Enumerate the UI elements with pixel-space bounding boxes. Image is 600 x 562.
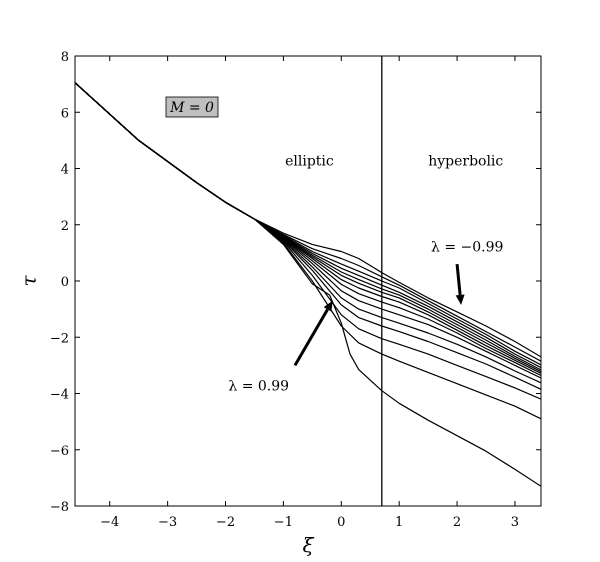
y-tick-label: −4 xyxy=(50,388,69,403)
x-tick-label: −4 xyxy=(100,515,119,530)
series-line-6 xyxy=(75,82,541,373)
x-tick-label: −3 xyxy=(158,515,177,530)
annotation-label-1: λ = −0.99 xyxy=(431,239,503,255)
y-tick-label: 6 xyxy=(61,106,69,121)
boxed-label: M = 0 xyxy=(165,96,219,118)
x-tick-label: 3 xyxy=(511,515,519,530)
series-lines xyxy=(75,82,541,487)
series-line-2 xyxy=(75,82,541,362)
x-axis-label: ξ xyxy=(302,533,314,557)
series-line-3 xyxy=(75,82,541,366)
y-tick-label: 4 xyxy=(61,163,69,178)
region-label-hyperbolic: hyperbolic xyxy=(428,154,503,170)
y-tick-label: −6 xyxy=(50,444,69,459)
annotations: λ = −0.99 λ = 0.99 xyxy=(228,239,503,394)
series-line-14 xyxy=(75,82,541,487)
y-tick-label: 8 xyxy=(61,50,69,65)
x-tick-label: 0 xyxy=(337,515,345,530)
series-line-4 xyxy=(75,82,541,369)
y-tick-label: −2 xyxy=(50,331,69,346)
x-axis-ticks: −4 −3 −2 −1 0 1 2 3 xyxy=(100,56,519,530)
boxed-label-background xyxy=(165,96,219,118)
y-axis-label: τ xyxy=(17,275,41,287)
y-axis-ticks: −8 −6 −4 −2 0 2 4 6 8 xyxy=(50,50,541,515)
region-label-elliptic: elliptic xyxy=(285,154,334,170)
x-tick-label: 2 xyxy=(453,515,461,530)
x-tick-label: −2 xyxy=(216,515,235,530)
x-tick-label: −1 xyxy=(274,515,293,530)
y-tick-label: 2 xyxy=(61,219,69,234)
annotation-label-2: λ = 0.99 xyxy=(228,379,289,395)
annotation-arrow-shaft-2 xyxy=(293,308,329,367)
annotation-arrow-head-1 xyxy=(455,294,465,305)
y-tick-label: −8 xyxy=(50,500,69,515)
plot-frame xyxy=(74,55,542,507)
boxed-label-text: M = 0 xyxy=(169,100,214,116)
series-line-1 xyxy=(75,82,541,358)
y-tick-label: 0 xyxy=(61,275,69,290)
annotation-arrow-head-2 xyxy=(323,300,333,312)
annotation-arrow-shaft-1 xyxy=(455,263,462,296)
region-labels: elliptic hyperbolic xyxy=(285,154,503,170)
series-line-9 xyxy=(75,82,541,379)
x-tick-label: 1 xyxy=(395,515,403,530)
